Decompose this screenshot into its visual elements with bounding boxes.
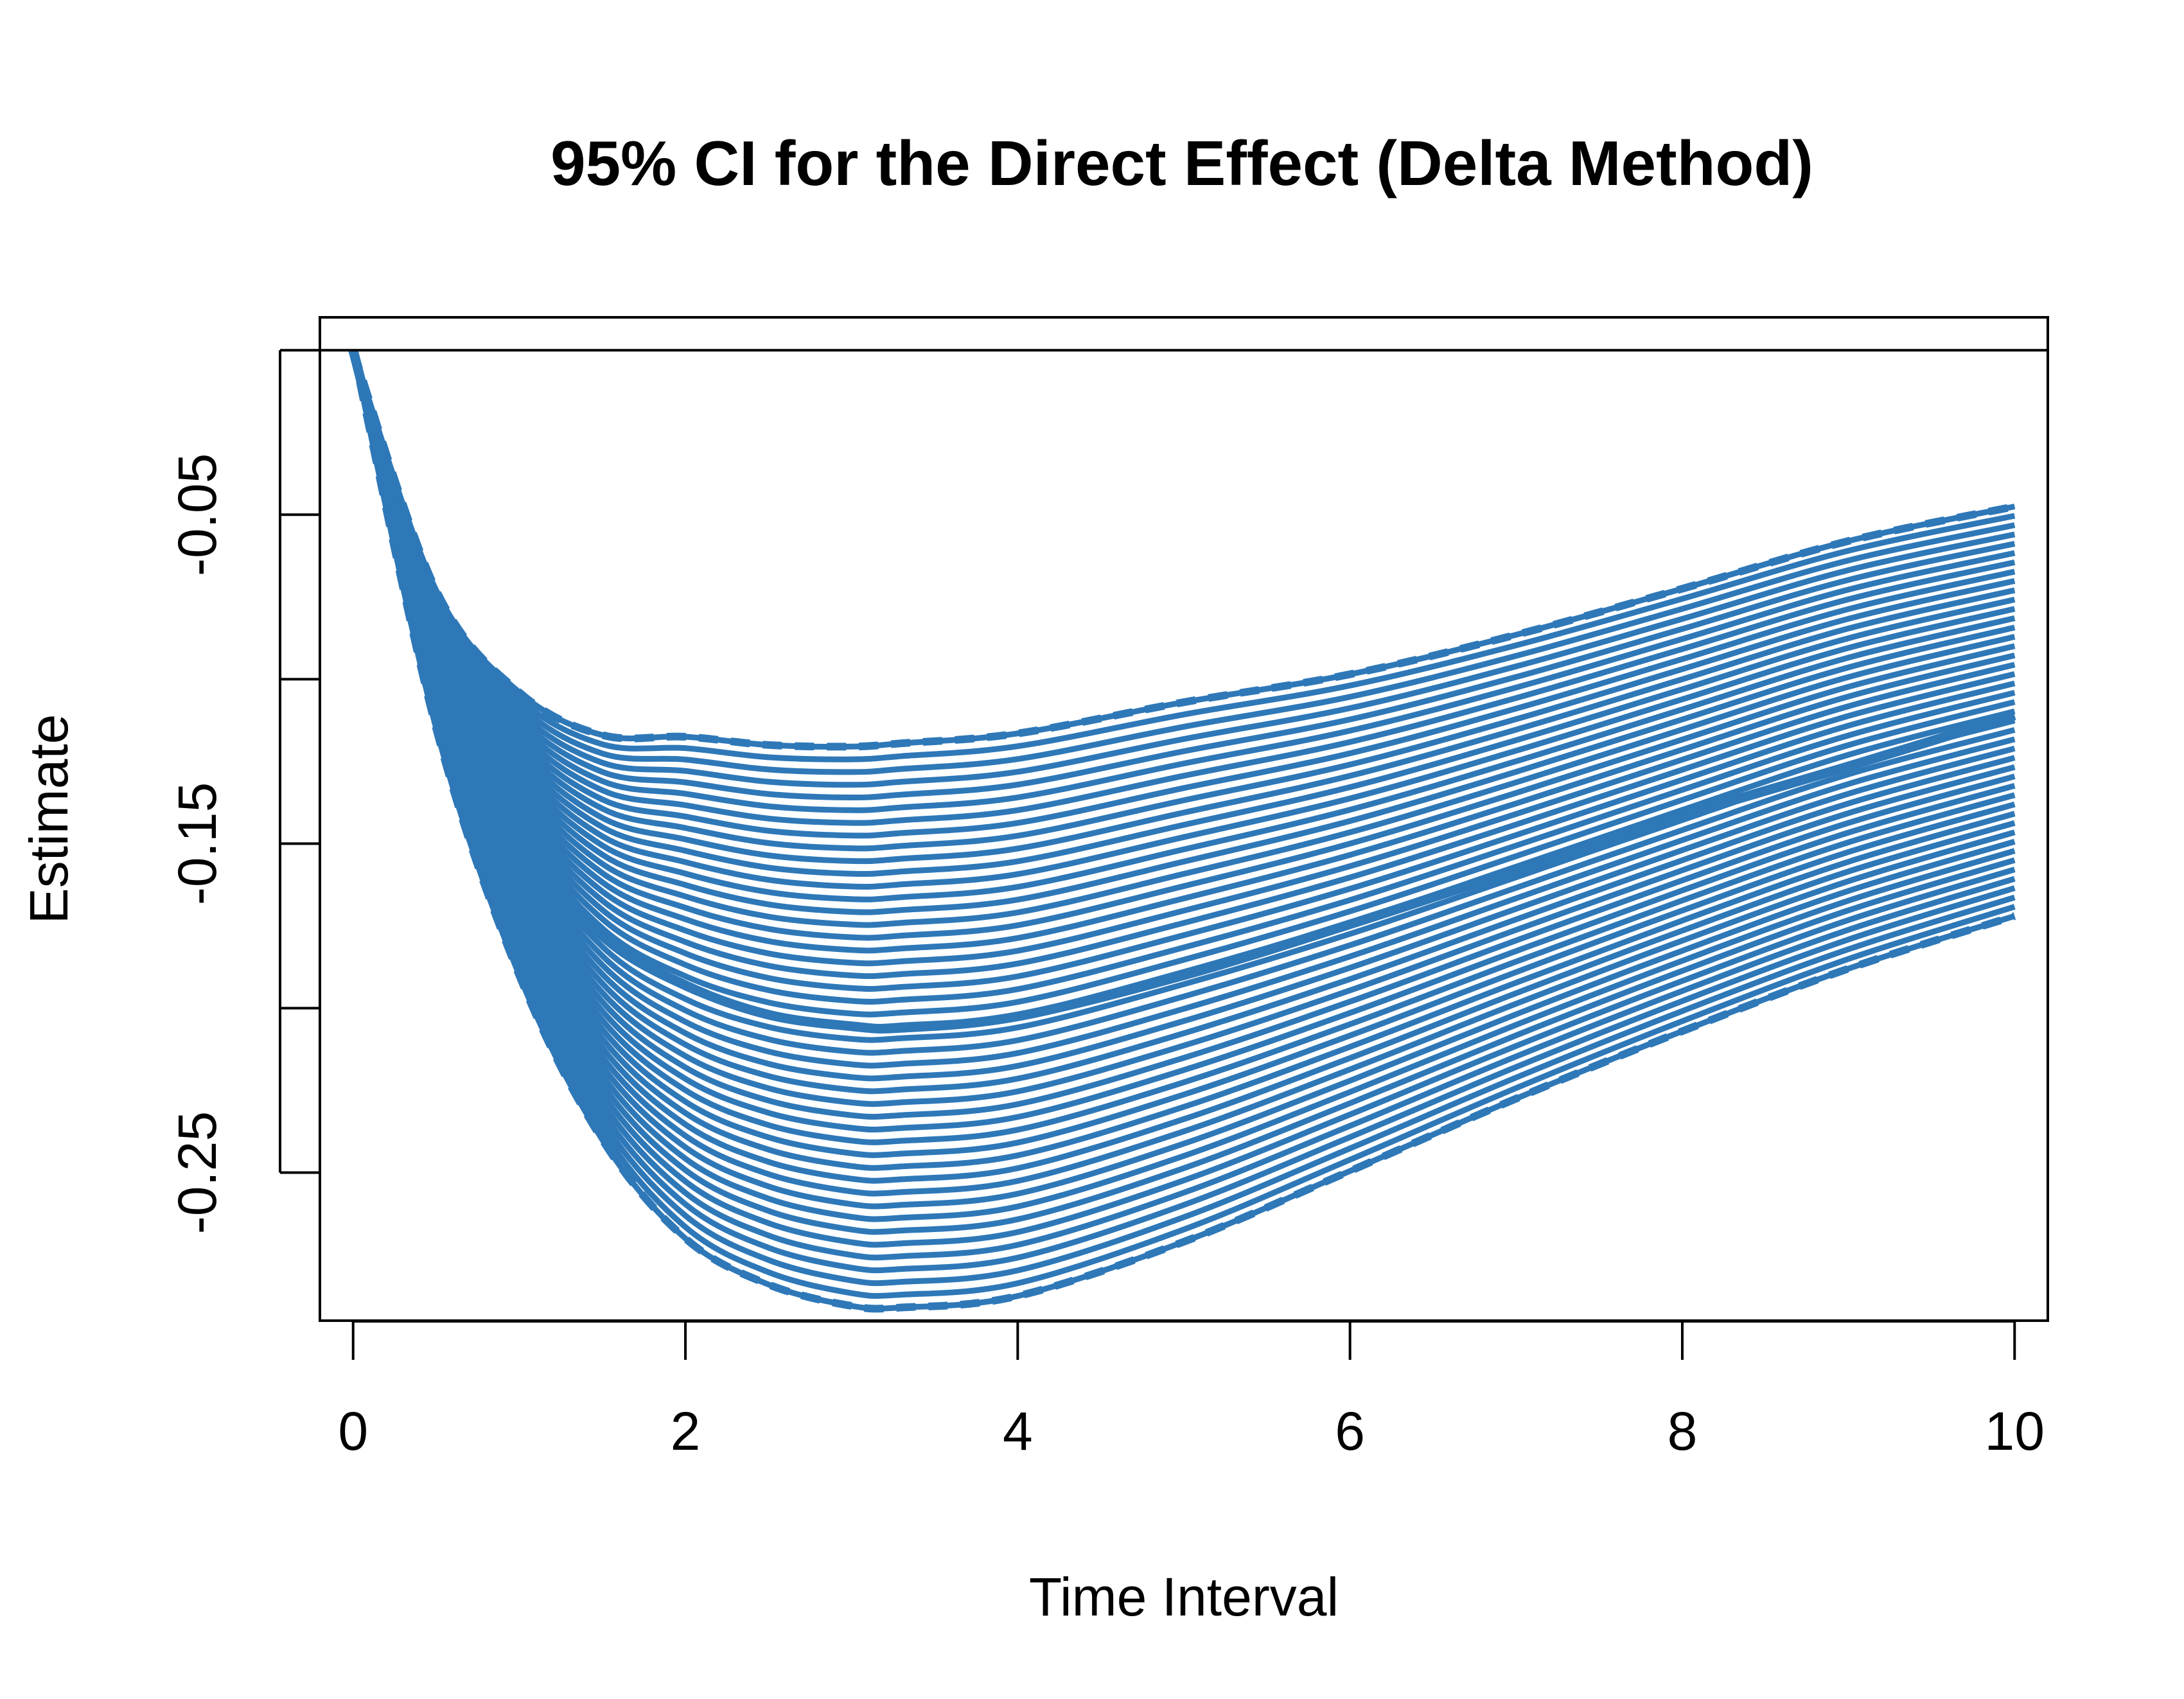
band-line — [350, 349, 2016, 980]
chart-title: 95% CI for the Direct Effect (Delta Meth… — [550, 128, 1813, 198]
band-line — [350, 349, 2016, 775]
band-line — [350, 349, 2016, 813]
band-line — [350, 349, 2016, 788]
band-line — [350, 349, 2016, 826]
band-line — [350, 349, 2016, 877]
band-line — [350, 349, 2016, 928]
band-line — [350, 349, 2016, 839]
y-axis: -0.05 -0.15 -0.25 — [167, 349, 320, 1234]
band-line — [350, 349, 2016, 1005]
band-line — [350, 349, 2016, 865]
x-tick-label: 4 — [1003, 1401, 1033, 1461]
x-tick-label: 10 — [1985, 1401, 2045, 1461]
band-line — [350, 349, 2016, 750]
band-line — [350, 349, 2016, 902]
band-line — [350, 349, 2016, 1056]
band-line — [350, 349, 2016, 801]
confidence-band — [350, 349, 2016, 1312]
band-line — [350, 349, 2016, 967]
band-line — [350, 349, 2016, 915]
band-line — [350, 349, 2016, 1069]
x-axis: 0 2 4 6 8 10 — [338, 1320, 2045, 1461]
y-tick-label: -0.15 — [167, 782, 227, 905]
band-line — [350, 349, 2016, 852]
x-tick-label: 8 — [1668, 1401, 1698, 1461]
x-tick-label: 6 — [1335, 1401, 1365, 1461]
series-layer — [348, 349, 2016, 1313]
x-axis-label: Time Interval — [1029, 1567, 1339, 1627]
y-tick-label: -0.25 — [167, 1111, 227, 1234]
band-line — [350, 349, 2016, 890]
band-line — [350, 349, 2016, 954]
y-tick-label: -0.05 — [167, 453, 227, 576]
lower-bound-line — [349, 349, 2016, 1313]
y-axis-label: Estimate — [19, 714, 79, 924]
x-tick-label: 2 — [671, 1401, 701, 1461]
band-line — [350, 349, 2016, 941]
upper-bound-line — [349, 349, 2016, 751]
estimate-line — [348, 349, 2016, 1034]
band-line — [350, 349, 2016, 992]
band-line — [350, 349, 2016, 762]
x-tick-label: 0 — [338, 1401, 368, 1461]
